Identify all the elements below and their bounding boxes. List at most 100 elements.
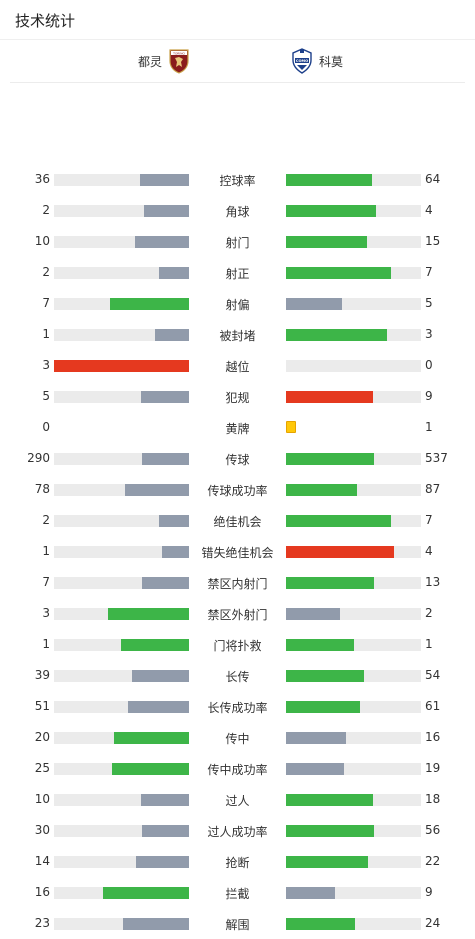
away-bar-fill	[286, 453, 374, 465]
home-value: 14	[34, 854, 50, 868]
away-bar-track	[286, 732, 421, 744]
stat-label: 禁区外射门	[207, 608, 268, 622]
stat-label: 拦截	[225, 887, 250, 901]
away-value: 56	[425, 823, 441, 837]
page-title: 技术统计	[15, 12, 76, 30]
away-value: 15	[425, 234, 441, 248]
home-value: 1	[42, 327, 50, 341]
home-value: 3	[42, 606, 50, 620]
home-value: 10	[34, 792, 50, 806]
away-bar-fill	[286, 794, 373, 806]
away-value: 24	[425, 916, 441, 930]
stat-label: 过人	[225, 794, 250, 808]
home-bar-track	[54, 236, 189, 248]
stat-row: 39 长传 54	[0, 660, 475, 691]
home-bar-fill	[155, 329, 189, 341]
away-value: 537	[425, 451, 448, 465]
home-bar-fill	[110, 298, 189, 310]
home-bar-fill	[142, 577, 189, 589]
stat-row: 5 犯规 9	[0, 381, 475, 412]
home-bar-fill	[141, 391, 189, 403]
away-bar-track	[286, 360, 421, 372]
home-bar-fill	[141, 794, 189, 806]
home-bar-track	[54, 453, 189, 465]
away-bar-track	[286, 856, 421, 868]
home-value: 2	[42, 513, 50, 527]
home-bar-fill	[128, 701, 189, 713]
away-bar-track	[286, 329, 421, 341]
home-value: 36	[34, 172, 50, 186]
home-bar-fill	[140, 174, 189, 186]
home-bar-fill	[142, 825, 189, 837]
away-value: 7	[425, 265, 433, 279]
away-bar-fill	[286, 515, 391, 527]
home-value: 7	[42, 296, 50, 310]
yellow-card-icon	[286, 421, 296, 433]
home-bar-fill	[114, 732, 189, 744]
away-bar-fill	[286, 825, 374, 837]
stat-row: 30 过人成功率 56	[0, 815, 475, 846]
away-bar-fill	[286, 484, 357, 496]
away-value: 64	[425, 172, 441, 186]
stat-row: 7 禁区内射门 13	[0, 567, 475, 598]
away-value: 7	[425, 513, 433, 527]
page-header: 技术统计	[0, 0, 475, 40]
home-bar-track	[54, 298, 189, 310]
home-bar-fill	[142, 453, 189, 465]
home-bar-track	[54, 701, 189, 713]
home-bar-fill	[103, 887, 189, 899]
home-bar-track	[54, 918, 189, 930]
home-value: 39	[34, 668, 50, 682]
home-bar-fill	[159, 267, 189, 279]
away-bar-track	[286, 515, 421, 527]
stat-label: 角球	[225, 205, 250, 219]
home-value: 16	[34, 885, 50, 899]
home-team[interactable]: 都灵 TORINO	[138, 48, 190, 74]
away-bar-fill	[286, 174, 372, 186]
stat-label: 射正	[225, 267, 250, 281]
home-value: 20	[34, 730, 50, 744]
stat-row: 51 长传成功率 61	[0, 691, 475, 722]
como-crest-text: COMO	[296, 59, 308, 63]
stat-label: 黄牌	[225, 422, 250, 436]
home-bar-track	[54, 794, 189, 806]
teams-header: 都灵 TORINO COMO 科莫	[10, 40, 465, 83]
away-bar-track	[286, 236, 421, 248]
home-bar-fill	[121, 639, 189, 651]
away-bar-fill	[286, 608, 340, 620]
away-bar-track	[286, 639, 421, 651]
stat-row: 0 黄牌 1	[0, 412, 475, 443]
away-bar-track	[286, 918, 421, 930]
away-bar-track	[286, 825, 421, 837]
home-value: 290	[27, 451, 50, 465]
stat-row: 20 传中 16	[0, 722, 475, 753]
stat-row: 7 射偏 5	[0, 288, 475, 319]
away-value: 2	[425, 606, 433, 620]
torino-crest-text: TORINO	[172, 51, 185, 55]
away-bar-track	[286, 794, 421, 806]
away-bar-track	[286, 391, 421, 403]
home-bar-track	[54, 267, 189, 279]
away-bar-fill	[286, 918, 355, 930]
stat-label: 过人成功率	[207, 825, 268, 839]
away-value: 16	[425, 730, 441, 744]
away-team-name: 科莫	[319, 54, 344, 69]
away-bar-track	[286, 670, 421, 682]
away-value: 87	[425, 482, 441, 496]
stat-row: 14 抢断 22	[0, 846, 475, 877]
home-bar-fill	[54, 360, 189, 372]
home-bar-track	[54, 825, 189, 837]
away-value: 4	[425, 203, 433, 217]
away-value: 9	[425, 885, 433, 899]
stat-label: 越位	[225, 360, 250, 374]
away-team[interactable]: COMO 科莫	[291, 48, 343, 74]
stat-label: 射门	[225, 236, 250, 250]
stat-label: 传球	[225, 453, 250, 467]
stat-row: 36 控球率 64	[0, 164, 475, 195]
stat-row: 10 过人 18	[0, 784, 475, 815]
away-bar-track	[286, 701, 421, 713]
stat-row: 23 解围 24	[0, 908, 475, 939]
away-bar-fill	[286, 267, 391, 279]
away-value: 0	[425, 358, 433, 372]
stat-row: 78 传球成功率 87	[0, 474, 475, 505]
